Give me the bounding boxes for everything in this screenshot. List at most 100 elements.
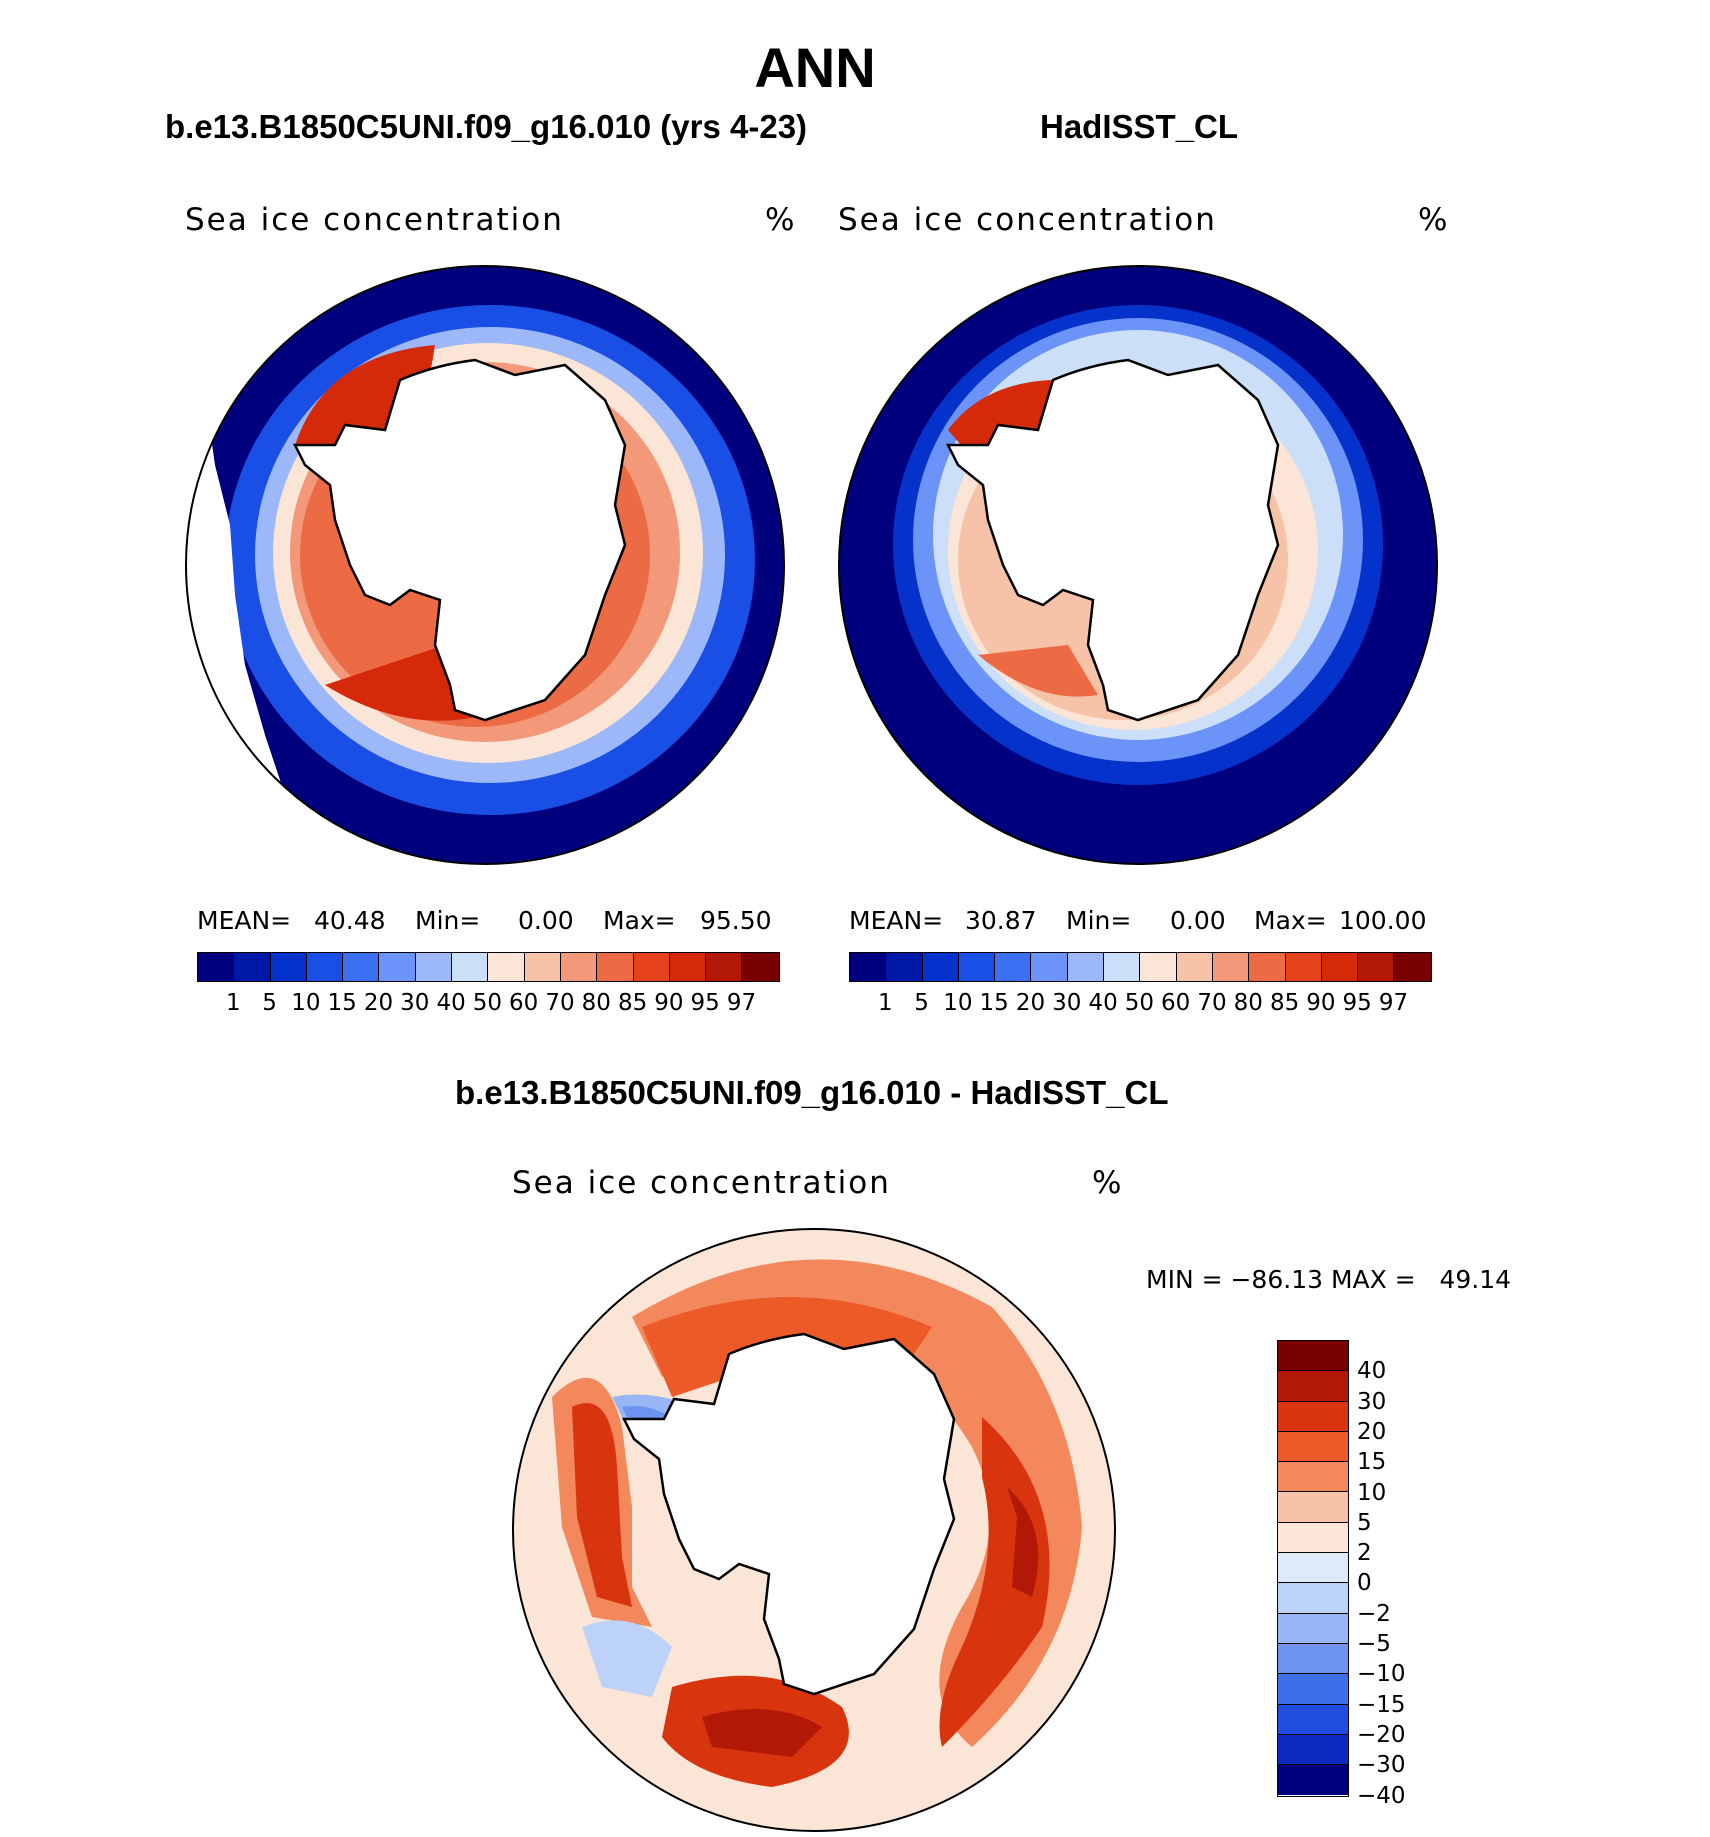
diff-colorbar-swatches (1277, 1340, 1349, 1797)
map-boundary (185, 265, 785, 865)
panel-1-colorbar-tick-label: 40 (436, 990, 466, 1016)
diff-units-label: % (1092, 1165, 1124, 1201)
panel-1-colorbar-swatch (415, 953, 453, 981)
panel-2-colorbar-tick-label: 90 (1306, 990, 1336, 1016)
panel-1-colorbar-swatch (524, 953, 561, 981)
diff-colorbar-tick-label: −30 (1357, 1752, 1406, 1779)
diff-colorbar-swatch (1278, 1371, 1348, 1402)
diff-colorbar-tick-label: −2 (1357, 1600, 1391, 1627)
panel-1-colorbar-tick-label: 1 (225, 990, 241, 1016)
map-boundary (838, 265, 1438, 865)
diff-negative-amundsen (582, 1620, 672, 1697)
panel-2-min-value: 0.00 (1170, 906, 1226, 935)
panel-2-colorbar-tick-label: 30 (1052, 990, 1082, 1016)
diff-positive-west-core (572, 1403, 632, 1607)
panel-1-colorbar-tick-label: 5 (262, 990, 277, 1016)
diff-min-max-text: MIN = −86.13 MAX = 49.14 (1146, 1265, 1512, 1294)
panel-2-colorbar-tick-label: 1 (877, 990, 893, 1016)
diff-case-title: b.e13.B1850C5UNI.f09_g16.010 - HadISST_C… (455, 1074, 1169, 1111)
panel-2-mean-value: 30.87 (965, 906, 1037, 935)
diff-colorbar-tick-label: 40 (1357, 1358, 1387, 1385)
panel-2-units-label: % (1418, 202, 1450, 238)
panel-1-colorbar-tick-label: 20 (363, 990, 394, 1016)
panel-2-colorbar-swatch (1321, 953, 1359, 981)
panel-1-colorbar-tick-label: 95 (690, 990, 720, 1016)
panel-2-colorbar-tick-label: 15 (979, 990, 1009, 1016)
panel-2-colorbar-swatch (1249, 953, 1286, 981)
diff-colorbar-tick-label: 20 (1357, 1418, 1387, 1445)
panel-2-colorbar-swatch (922, 953, 959, 981)
panel-2-colorbar-swatch (1031, 953, 1068, 981)
diff-colorbar-swatch (1278, 1431, 1348, 1463)
panel-1-colorbar-swatch (669, 953, 707, 981)
diff-colorbar-tick-label: −40 (1357, 1782, 1406, 1809)
panel-1-variable-label: Sea ice concentration (185, 202, 564, 238)
panel-2-mean-label: MEAN= (849, 906, 944, 935)
panel-1-colorbar-tick-label: 15 (327, 990, 357, 1016)
panel-2-colorbar-tick-label: 60 (1161, 990, 1191, 1016)
panel-1-colorbar-swatches (197, 952, 780, 982)
diff-colorbar-tick-label: −20 (1357, 1721, 1406, 1748)
diff-peak-east (1007, 1487, 1039, 1597)
diff-colorbar-swatch (1278, 1462, 1348, 1493)
diff-positive-east (939, 1417, 1050, 1747)
panel-2-max-value: 100.00 (1339, 906, 1427, 935)
diff-colorbar-swatch (1278, 1341, 1348, 1372)
panel-2-colorbar: 1 5 10 15 20 30 40 50 60 70 80 85 90 95 97 (849, 952, 1432, 1016)
diff-colorbar-swatch (1278, 1583, 1348, 1614)
panel-2-colorbar-tick-label: 70 (1197, 990, 1227, 1016)
panel-1-mean-label: MEAN= (197, 906, 292, 935)
panel-1-colorbar-tick-label: 85 (617, 990, 648, 1016)
panel-2-colorbar-tick-label: 20 (1015, 990, 1046, 1016)
panel-2-colorbar-swatch (958, 953, 996, 981)
diff-colorbar-tick-label: 5 (1357, 1509, 1372, 1536)
panel-2-colorbar-swatch (1285, 953, 1322, 981)
panel-1-colorbar-tick-label: 60 (509, 990, 539, 1016)
map-boundary (512, 1228, 1116, 1832)
panel-1-colorbar-swatch (488, 953, 525, 981)
panel-2-polar-map (838, 265, 1438, 865)
diff-colorbar-swatch (1278, 1704, 1348, 1735)
panel-1-colorbar-swatch (452, 953, 489, 981)
diff-colorbar-swatch (1278, 1401, 1348, 1432)
panel-1-colorbar-swatch (706, 953, 743, 981)
panel-1-colorbar-swatch (234, 953, 271, 981)
panel-1-units-label: % (765, 202, 797, 238)
panel-2-colorbar-swatch (1067, 953, 1105, 981)
diff-colorbar-swatch (1278, 1734, 1348, 1766)
diff-colorbar-tick-label: −10 (1357, 1661, 1406, 1688)
panel-1-max-label: Max= (603, 906, 676, 935)
diff-variable-label: Sea ice concentration (512, 1165, 891, 1201)
figure-title: ANN (754, 36, 876, 99)
panel-2-case-title: HadISST_CL (1040, 108, 1239, 145)
panel-1-polar-map (185, 265, 785, 865)
panel-1-min-value: 0.00 (518, 906, 574, 935)
diff-colorbar-swatch (1278, 1613, 1348, 1644)
diff-polar-map (512, 1228, 1116, 1832)
panel-1-colorbar-swatch (633, 953, 670, 981)
diff-colorbar: 40 30 20 15 10 5 2 0 −2 −5 −10 −15 −20 −30 −40 (1277, 1340, 1406, 1809)
panel-2-colorbar-tick-label: 40 (1088, 990, 1118, 1016)
panel-1-colorbar-tick-label: 50 (472, 990, 503, 1016)
panel-2-colorbar-tick-label: 97 (1378, 990, 1409, 1016)
diff-colorbar-tick-label: 10 (1357, 1479, 1387, 1506)
panel-1-colorbar-swatch (560, 953, 598, 981)
diff-colorbar-swatch (1278, 1674, 1348, 1705)
panel-2-colorbar-swatch (995, 953, 1032, 981)
panel-2-colorbar-swatch (886, 953, 923, 981)
panel-1-case-title: b.e13.B1850C5UNI.f09_g16.010 (yrs 4-23) (165, 108, 808, 145)
panel-2-colorbar-tick-label: 80 (1233, 990, 1263, 1016)
diff-colorbar-tick-label: 15 (1357, 1449, 1387, 1476)
panel-1-colorbar-tick-label: 80 (581, 990, 611, 1016)
panel-1-colorbar-swatch (597, 953, 634, 981)
panel-1-mean-value: 40.48 (314, 906, 386, 935)
panel-2-colorbar-swatch (1104, 953, 1141, 981)
panel-1-colorbar-tick-label: 10 (291, 990, 321, 1016)
panel-2-colorbar-swatch (850, 953, 887, 981)
antarctica-landmass (945, 358, 1280, 722)
diff-colorbar-tick-label: 2 (1357, 1540, 1372, 1567)
panel-1-colorbar-swatch (270, 953, 307, 981)
panel-1-colorbar-tick-label: 90 (654, 990, 684, 1016)
ross-ice (978, 645, 1098, 697)
panel-1-min-label: Min= (415, 906, 481, 935)
